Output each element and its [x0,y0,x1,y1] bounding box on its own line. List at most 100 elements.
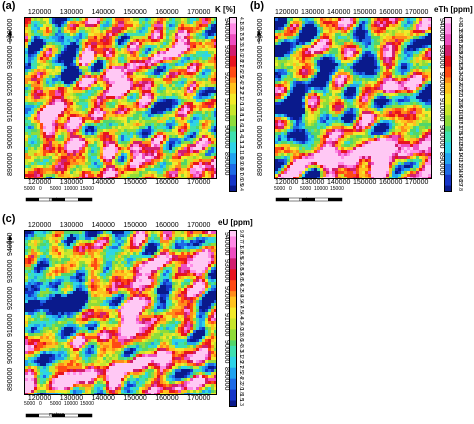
scale-unit-c: metres [49,412,64,418]
legend-swatch [230,99,236,105]
legend-swatch [230,169,236,175]
x-tick-label: 130000 [301,9,324,16]
legend-swatch [445,142,451,148]
legend-swatch [230,142,236,148]
x-tick-label: 120000 [28,9,51,16]
legend-swatch [445,126,451,132]
x-tick-label: 130000 [60,179,83,186]
x-tick-label: 140000 [327,179,350,186]
legend-swatch [230,313,236,319]
y-tick-label: 890000 [7,368,14,391]
legend-swatch [445,77,451,83]
y-tick-label: 900000 [223,340,230,363]
scale-label-a-4: 15000 [80,186,94,192]
x-tick-label: 140000 [92,395,115,402]
y-tick-label: 920000 [223,72,230,95]
x-tick-label: 170000 [405,9,428,16]
y-tick-label: 890000 [223,367,230,390]
y-tick-label: 900000 [257,126,264,149]
x-tick-label: 140000 [327,9,350,16]
y-tick-label: 930000 [438,45,445,68]
legend-swatch [445,105,451,111]
x-tick-label: 150000 [123,222,146,229]
legend-swatch [230,77,236,83]
legend-swatch [230,40,236,46]
legend-swatch [230,390,236,396]
legend-swatch [230,94,236,100]
y-tick-label: 940000 [438,18,445,41]
map-eu [24,230,217,395]
x-tick-label: 160000 [155,222,178,229]
legend-swatch [230,121,236,127]
legend-swatch [445,132,451,138]
legend-swatch [230,61,236,67]
y-tick-label: 910000 [7,314,14,337]
y-tick-label: 910000 [223,98,230,121]
x-tick-label: 120000 [28,179,51,186]
scale-unit-b: metres [299,197,314,203]
legend-swatch [230,105,236,111]
x-tick-label: 170000 [187,179,210,186]
legend-swatch [230,280,236,286]
y-tick-label: 920000 [438,72,445,95]
legend-swatch [230,269,236,275]
x-tick-label: 160000 [155,179,178,186]
legend-swatch [230,29,236,35]
legend-swatch [445,153,451,159]
panel-c: (c) eU [ppm] 5000 0 5000 10000 15000 met… [0,213,245,420]
scale-label-a-2: 5000 [50,186,61,192]
scale-label-b-4: 15000 [330,186,344,192]
panel-label-a: (a) [2,0,15,12]
y-tick-label: 930000 [7,259,14,282]
legend-swatch [445,186,451,191]
panel-label-c: (c) [2,213,15,225]
y-tick-label: 930000 [257,46,264,69]
legend-swatch [230,346,236,352]
legend-swatch [230,115,236,121]
legend-swatch [230,18,236,24]
legend-swatch [230,110,236,116]
legend-swatch [230,329,236,335]
y-tick-label: 920000 [223,286,230,309]
legend-swatch [445,164,451,170]
legend-swatch [445,40,451,46]
y-tick-label: 900000 [7,126,14,149]
legend-swatch [230,175,236,181]
legend-bar-k [229,17,237,192]
scale-unit-a: metres [49,197,64,203]
legend-swatch [230,286,236,292]
y-tick-label: 890000 [7,152,14,175]
scale-label-a-3: 10000 [64,186,78,192]
y-tick-label: 930000 [223,259,230,282]
legend-swatch [230,258,236,264]
legend-swatch [230,186,236,191]
y-tick-label: 940000 [7,19,14,42]
legend-swatch [230,340,236,346]
legend-swatch [230,34,236,40]
legend-swatch [445,88,451,94]
legend-bar-eth [444,17,452,192]
legend-swatch [445,83,451,89]
y-tick-label: 930000 [223,45,230,68]
legend-swatch [445,159,451,165]
legend-swatch [445,72,451,78]
y-tick-label: 920000 [257,72,264,95]
x-tick-label: 160000 [155,395,178,402]
legend-swatch [230,247,236,253]
x-tick-label: 130000 [60,222,83,229]
legend-swatch [230,384,236,390]
legend-swatch [230,319,236,325]
x-tick-label: 170000 [187,9,210,16]
legend-swatch [445,169,451,175]
legend-swatch [445,61,451,67]
map-eth [274,17,432,179]
y-tick-label: 890000 [257,152,264,175]
y-tick-label: 910000 [257,99,264,122]
legend-swatch [445,45,451,51]
legend-swatch [445,148,451,154]
legend-swatch [445,175,451,181]
legend-bar-eu [229,230,237,407]
scale-label-a-1: 0 [39,186,42,192]
legend-swatch [230,164,236,170]
legend-swatch [230,45,236,51]
